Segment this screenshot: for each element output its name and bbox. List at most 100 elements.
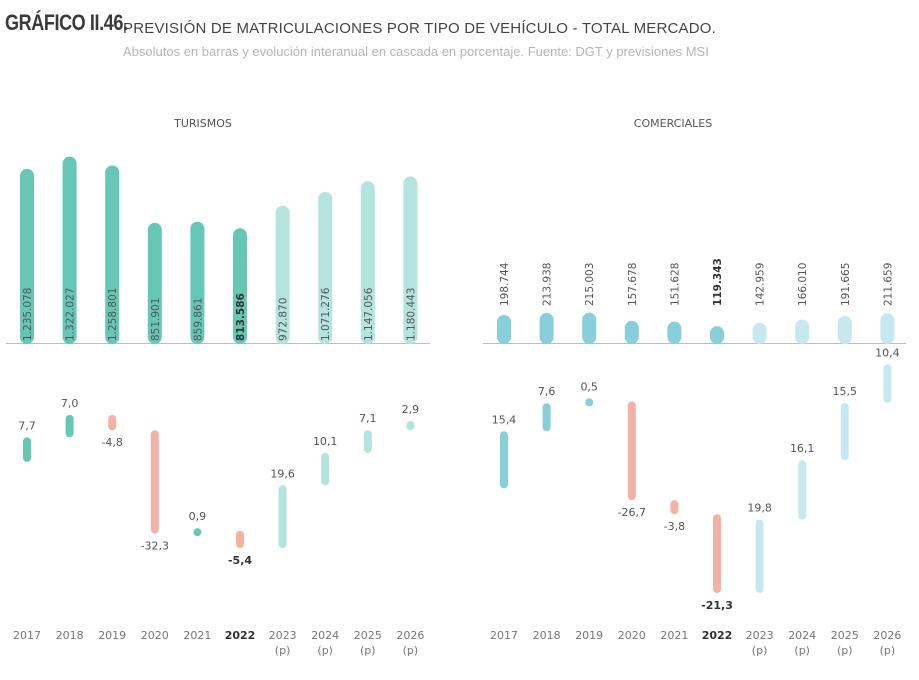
comerciales-bar-2022 bbox=[710, 326, 724, 344]
turismos-bar-2024 bbox=[318, 191, 333, 344]
turismos-year-label-2023: 2023 bbox=[269, 629, 297, 642]
turismos-bar-2017 bbox=[20, 168, 34, 344]
comerciales-waterfall-bar-2022 bbox=[713, 514, 721, 593]
comerciales-bar-2021 bbox=[667, 321, 682, 344]
turismos-waterfall-label-2018: 7,0 bbox=[61, 397, 79, 410]
turismos-waterfall-label-2020: -32,3 bbox=[141, 540, 169, 553]
comerciales-value-label-2024: 166.010 bbox=[797, 263, 809, 306]
comerciales-waterfall-bar-2025 bbox=[840, 402, 849, 461]
figure-title: PREVISIÓN DE MATRICULACIONES POR TIPO DE… bbox=[123, 20, 717, 37]
turismos-value-label-2024: 1.071.276 bbox=[320, 287, 332, 341]
comerciales-waterfall-label-2026: 10,4 bbox=[875, 346, 900, 359]
turismos-year-label-2021: 2021 bbox=[183, 629, 211, 642]
comerciales-forecast-sublabel-2025: (p) bbox=[837, 644, 853, 657]
turismos-waterfall-bar-2022 bbox=[236, 530, 244, 548]
turismos-bar-2023 bbox=[275, 205, 290, 344]
comerciales-waterfall-label-2020: -26,7 bbox=[618, 506, 646, 519]
comerciales-forecast-sublabel-2024: (p) bbox=[794, 644, 810, 657]
turismos-waterfall-label-2017: 7,7 bbox=[18, 419, 36, 432]
turismos-year-label-2020: 2020 bbox=[141, 629, 169, 642]
comerciales-waterfall-label-2019: 0,5 bbox=[580, 380, 598, 393]
comerciales-year-label-2023: 2023 bbox=[746, 629, 774, 642]
turismos-value-label-2022: 813.586 bbox=[235, 293, 247, 341]
turismos-value-label-2025: 1.147.056 bbox=[363, 287, 375, 341]
comerciales-value-label-2025: 191.665 bbox=[840, 263, 852, 306]
turismos-waterfall-bar-2020 bbox=[150, 430, 159, 534]
comerciales-waterfall-label-2017: 15,4 bbox=[492, 413, 517, 426]
turismos-waterfall-label-2026: 2,9 bbox=[402, 403, 420, 416]
comerciales-year-label-2019: 2019 bbox=[575, 629, 603, 642]
comerciales-bar-2023 bbox=[752, 322, 767, 344]
comerciales-forecast-sublabel-2026: (p) bbox=[880, 644, 896, 657]
comerciales-waterfall-bar-2026 bbox=[883, 364, 892, 403]
comerciales-waterfall-bar-2020 bbox=[627, 401, 636, 501]
comerciales-year-label-2026: 2026 bbox=[873, 629, 901, 642]
comerciales-waterfall-bar-2019 bbox=[585, 398, 594, 407]
comerciales-waterfall-label-2018: 7,6 bbox=[538, 385, 556, 398]
comerciales-waterfall-label-2021: -3,8 bbox=[664, 520, 685, 533]
turismos-waterfall-bar-2025 bbox=[363, 430, 372, 453]
turismos-waterfall-bar-2026 bbox=[406, 420, 415, 431]
turismos-year-label-2022: 2022 bbox=[225, 629, 256, 642]
comerciales-waterfall-bar-2018 bbox=[542, 403, 551, 432]
comerciales-waterfall-label-2022: -21,3 bbox=[701, 599, 733, 612]
comerciales-year-label-2024: 2024 bbox=[788, 629, 816, 642]
comerciales-bar-2024 bbox=[795, 319, 810, 344]
comerciales-value-label-2021: 151.628 bbox=[669, 263, 681, 306]
turismos-waterfall-bar-2021 bbox=[193, 528, 202, 537]
comerciales-year-label-2017: 2017 bbox=[490, 629, 518, 642]
comerciales-bar-2025 bbox=[837, 315, 852, 344]
turismos-bar-2026 bbox=[403, 176, 418, 344]
turismos-waterfall-bar-2024 bbox=[321, 452, 330, 486]
turismos-year-label-2018: 2018 bbox=[56, 629, 84, 642]
turismos-year-label-2026: 2026 bbox=[396, 629, 424, 642]
comerciales-forecast-sublabel-2023: (p) bbox=[752, 644, 768, 657]
turismos-waterfall-bar-2023 bbox=[278, 485, 287, 548]
turismos-value-label-2026: 1.180.443 bbox=[405, 288, 417, 341]
turismos-waterfall-label-2019: -4,8 bbox=[101, 436, 122, 449]
turismos-waterfall-label-2021: 0,9 bbox=[189, 510, 207, 523]
comerciales-waterfall-bar-2017 bbox=[500, 431, 508, 489]
comerciales-value-label-2020: 157.678 bbox=[627, 263, 639, 306]
turismos-waterfall-label-2022: -5,4 bbox=[228, 554, 252, 567]
comerciales-bar-2026 bbox=[880, 313, 895, 344]
figure-subtitle: Absolutos en barras y evolución interanu… bbox=[123, 44, 709, 59]
turismos-waterfall-bar-2017 bbox=[23, 437, 31, 462]
comerciales-value-label-2019: 215.003 bbox=[584, 263, 596, 306]
comerciales-bar-2019 bbox=[582, 312, 597, 344]
turismos-value-label-2021: 859.861 bbox=[192, 298, 204, 341]
turismos-forecast-sublabel-2024: (p) bbox=[317, 644, 333, 657]
turismos-year-label-2024: 2024 bbox=[311, 629, 339, 642]
comerciales-waterfall-bar-2023 bbox=[755, 519, 764, 593]
turismos-year-label-2019: 2019 bbox=[98, 629, 126, 642]
comerciales-year-label-2018: 2018 bbox=[533, 629, 561, 642]
comerciales-value-label-2026: 211.659 bbox=[882, 263, 894, 306]
turismos-waterfall-label-2023: 19,6 bbox=[270, 467, 295, 480]
comerciales-waterfall-bar-2021 bbox=[670, 500, 679, 515]
turismos-value-label-2018: 1.322.027 bbox=[65, 288, 77, 341]
turismos-bar-2019 bbox=[105, 165, 120, 344]
turismos-waterfall-bar-2018 bbox=[65, 414, 74, 438]
comerciales-bar-2018 bbox=[539, 312, 554, 344]
comerciales-waterfall-label-2024: 16,1 bbox=[790, 442, 815, 455]
comerciales-value-label-2022: 119.343 bbox=[712, 258, 724, 306]
turismos-bar-2025 bbox=[360, 181, 375, 344]
comerciales-value-label-2023: 142.959 bbox=[755, 263, 767, 306]
comerciales-year-label-2021: 2021 bbox=[660, 629, 688, 642]
turismos-forecast-sublabel-2026: (p) bbox=[403, 644, 419, 657]
turismos-value-label-2020: 851.901 bbox=[150, 298, 162, 341]
turismos-forecast-sublabel-2025: (p) bbox=[360, 644, 376, 657]
comerciales-waterfall-label-2025: 15,5 bbox=[833, 385, 858, 398]
comerciales-waterfall-label-2023: 19,8 bbox=[747, 502, 772, 515]
comerciales-bar-2017 bbox=[497, 314, 511, 344]
turismos-value-label-2023: 972.870 bbox=[278, 298, 290, 341]
comerciales-year-label-2022: 2022 bbox=[702, 629, 733, 642]
comerciales-year-label-2020: 2020 bbox=[618, 629, 646, 642]
turismos-waterfall-bar-2019 bbox=[108, 414, 117, 431]
comerciales-value-label-2017: 198.744 bbox=[499, 262, 511, 306]
turismos-panel-title: TURISMOS bbox=[173, 117, 232, 130]
turismos-year-label-2017: 2017 bbox=[13, 629, 41, 642]
turismos-value-label-2017: 1.235.078 bbox=[22, 288, 34, 341]
turismos-bar-2021 bbox=[190, 221, 205, 344]
